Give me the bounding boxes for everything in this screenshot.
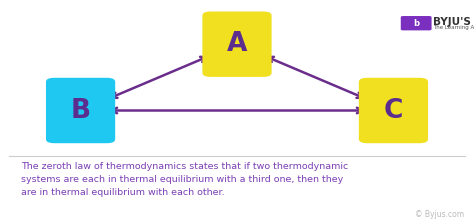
- Text: A: A: [227, 31, 247, 57]
- FancyBboxPatch shape: [202, 11, 272, 77]
- FancyBboxPatch shape: [46, 78, 115, 143]
- Text: b: b: [413, 19, 419, 28]
- Text: B: B: [71, 97, 91, 124]
- Text: C: C: [384, 97, 403, 124]
- FancyBboxPatch shape: [401, 16, 432, 30]
- Text: © Byjus.com: © Byjus.com: [415, 210, 465, 219]
- Text: The zeroth law of thermodynamics states that if two thermodynamic
systems are ea: The zeroth law of thermodynamics states …: [21, 162, 348, 197]
- Text: The Learning App: The Learning App: [433, 25, 474, 30]
- FancyBboxPatch shape: [359, 78, 428, 143]
- Text: BYJU'S: BYJU'S: [433, 17, 471, 27]
